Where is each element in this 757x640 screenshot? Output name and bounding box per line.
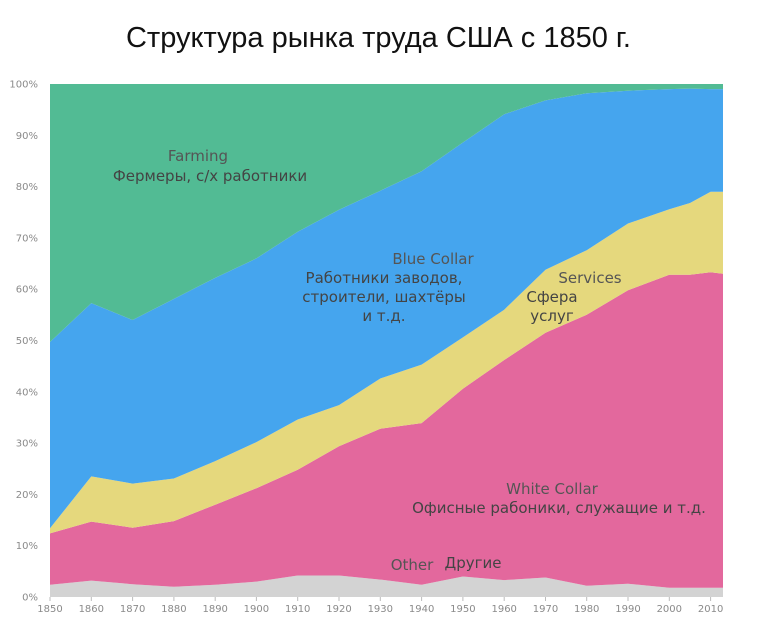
area-white-collar xyxy=(50,272,723,588)
x-tick-label: 1860 xyxy=(79,604,104,615)
y-tick-label: 20% xyxy=(16,490,38,501)
area-blue-collar xyxy=(50,88,723,529)
y-tick-label: 0% xyxy=(22,593,38,604)
y-tick-label: 30% xyxy=(16,439,38,450)
y-axis-ticks: 0% 10% 20% 30% 40% 50% 60% 70% 80% 90% 100% xyxy=(9,80,38,604)
series-areas xyxy=(50,84,723,597)
y-tick-label: 70% xyxy=(16,233,38,244)
y-tick-label: 90% xyxy=(16,131,38,142)
other-label-en: Other xyxy=(391,556,434,574)
y-tick-label: 60% xyxy=(16,285,38,296)
services-label-ru-line1: Сфера xyxy=(526,288,577,306)
services-label-ru-line2: услуг xyxy=(530,307,574,325)
x-tick-label: 1910 xyxy=(285,604,310,615)
x-tick-label: 1940 xyxy=(409,604,434,615)
y-tick-label: 10% xyxy=(16,541,38,552)
white-collar-label-en: White Collar xyxy=(506,480,599,498)
y-tick-label: 80% xyxy=(16,182,38,193)
x-tick-label: 1990 xyxy=(615,604,640,615)
blue-collar-label-en: Blue Collar xyxy=(392,250,474,268)
x-tick-label: 1960 xyxy=(491,604,516,615)
white-collar-label-ru: Офисные рабоники, служащие и т.д. xyxy=(412,499,706,517)
x-tick-label: 1850 xyxy=(37,604,62,615)
services-label-en: Services xyxy=(558,269,621,287)
x-tick-label: 1880 xyxy=(161,604,186,615)
farming-label-ru: Фермеры, с/х работники xyxy=(113,167,307,185)
x-tick-label: 1890 xyxy=(202,604,227,615)
area-services xyxy=(50,191,723,534)
x-tick-label: 2000 xyxy=(657,604,682,615)
chart-title: Структура рынка труда США с 1850 г. xyxy=(125,22,631,54)
area-farming xyxy=(50,84,723,342)
x-tick-label: 1930 xyxy=(368,604,393,615)
y-tick-label: 100% xyxy=(9,80,38,91)
y-tick-label: 40% xyxy=(16,387,38,398)
blue-collar-label-ru-line1: Работники заводов, xyxy=(306,269,463,287)
x-tick-label: 1870 xyxy=(120,604,145,615)
farming-label-en: Farming xyxy=(168,147,228,165)
blue-collar-label-ru-line3: и т.д. xyxy=(362,307,405,325)
area-other xyxy=(50,575,723,597)
x-tick-label: 2010 xyxy=(698,604,723,615)
x-tick-label: 1950 xyxy=(450,604,475,615)
x-axis-ticks: 1850 1860 1870 1880 1890 1900 1910 1920 1930 1940… xyxy=(37,597,723,615)
x-tick-label: 1920 xyxy=(326,604,351,615)
x-tick-label: 1970 xyxy=(533,604,558,615)
x-tick-label: 1900 xyxy=(244,604,269,615)
y-tick-label: 50% xyxy=(16,336,38,347)
other-label-ru: Другие xyxy=(445,554,502,572)
x-tick-label: 1980 xyxy=(574,604,599,615)
blue-collar-label-ru-line2: строители, шахтёры xyxy=(302,288,465,306)
